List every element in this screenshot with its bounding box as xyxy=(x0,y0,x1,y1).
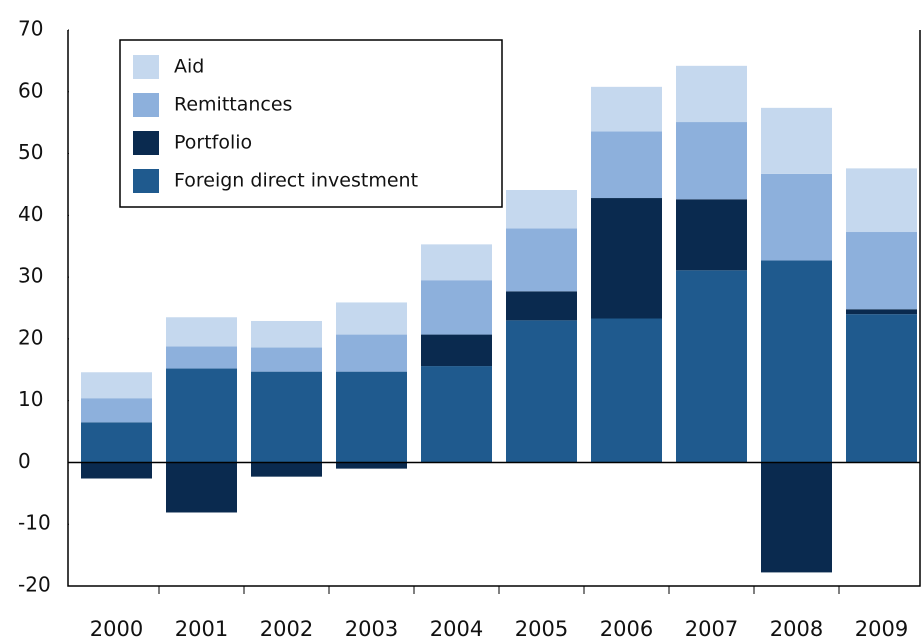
bar-segment xyxy=(251,347,322,372)
x-tick-label: 2009 xyxy=(855,617,908,641)
bar-segment xyxy=(421,366,492,463)
legend-label: Remittances xyxy=(174,94,292,116)
bar-segment xyxy=(336,334,407,372)
bar-segment xyxy=(676,65,747,123)
bar-segment xyxy=(846,232,917,310)
bar-segment xyxy=(591,198,662,319)
y-tick-label: 10 xyxy=(18,387,43,411)
bar-segment xyxy=(591,131,662,199)
y-tick-label: 70 xyxy=(18,17,43,41)
x-tick-label: 2003 xyxy=(345,617,398,641)
x-tick-label: 2008 xyxy=(770,617,823,641)
x-tick-label: 2001 xyxy=(175,617,228,641)
bar-segment xyxy=(846,314,917,463)
bar-segment xyxy=(506,190,577,229)
y-tick-label: 20 xyxy=(18,325,43,349)
y-tick-label: -10 xyxy=(18,511,51,535)
bar-segment xyxy=(846,309,917,315)
legend-swatch xyxy=(133,131,159,155)
y-tick-label: 50 xyxy=(18,140,43,164)
bar-segment xyxy=(676,270,747,463)
x-tick-label: 2004 xyxy=(430,617,483,641)
bar-segment xyxy=(251,320,322,348)
y-tick-label: 0 xyxy=(18,449,31,473)
bar-segment xyxy=(761,462,832,573)
bar-segment xyxy=(166,317,237,347)
bar-segment xyxy=(761,107,832,174)
bar-segment xyxy=(336,371,407,463)
bar-segment xyxy=(506,320,577,463)
bar-segment xyxy=(81,372,152,399)
bar-segment xyxy=(761,260,832,463)
x-tick-label: 2002 xyxy=(260,617,313,641)
bar-segment xyxy=(336,462,407,469)
legend-swatch xyxy=(133,169,159,193)
bar-segment xyxy=(846,168,917,233)
bar-segment xyxy=(676,122,747,200)
bar-segment xyxy=(251,462,322,477)
legend-label: Foreign direct investment xyxy=(174,170,418,192)
y-tick-label: 30 xyxy=(18,264,43,288)
bar-segment xyxy=(166,462,237,513)
bar-segment xyxy=(506,228,577,292)
bar-segment xyxy=(166,346,237,369)
legend-label: Aid xyxy=(174,56,204,78)
x-tick-label: 2000 xyxy=(90,617,143,641)
legend-label: Portfolio xyxy=(174,132,252,154)
bar-segment xyxy=(166,368,237,463)
bar-segment xyxy=(761,173,832,261)
legend-swatch xyxy=(133,93,159,117)
bar-segment xyxy=(591,86,662,132)
bar-segment xyxy=(251,371,322,463)
bar-segment xyxy=(676,199,747,271)
y-tick-label: 60 xyxy=(18,78,43,102)
x-tick-label: 2007 xyxy=(685,617,738,641)
bar-segment xyxy=(81,398,152,423)
plot-frame xyxy=(67,30,921,587)
bar-segment xyxy=(506,291,577,321)
bar-segment xyxy=(336,302,407,335)
y-tick-label: 40 xyxy=(18,202,43,226)
bar-segment xyxy=(81,422,152,463)
x-tick-label: 2005 xyxy=(515,617,568,641)
legend-box xyxy=(119,39,503,208)
legend-swatch xyxy=(133,55,159,79)
y-tick-label: -20 xyxy=(18,573,51,597)
bar-segment xyxy=(591,318,662,463)
bar-segment xyxy=(421,280,492,335)
bar-segment xyxy=(421,334,492,367)
bar-segment xyxy=(421,244,492,281)
bar-segment xyxy=(81,462,152,479)
x-tick-label: 2006 xyxy=(600,617,653,641)
